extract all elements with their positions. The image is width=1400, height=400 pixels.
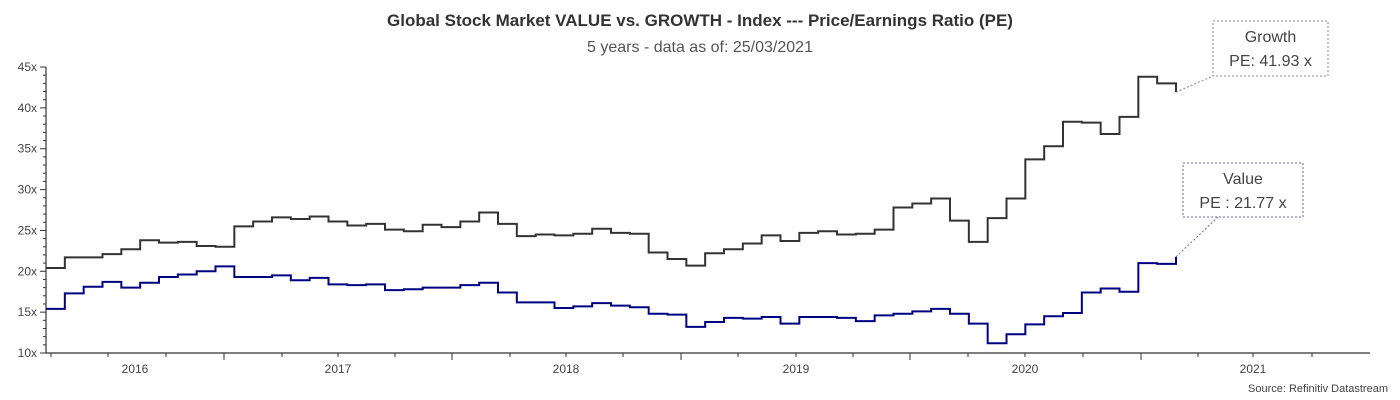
series-line-growth [46,75,1177,270]
annotation-box [1182,162,1304,218]
x-tick-label: 2019 [783,362,810,376]
annotation-pe-value: PE: 41.93 x [1229,53,1312,70]
x-tick-label: 2016 [122,362,149,376]
y-tick-label: 15x [18,305,37,319]
y-tick-label: 10x [18,346,37,360]
annotation-connector [1175,216,1219,258]
y-tick-label: 35x [18,142,37,156]
y-tick-label: 40x [18,101,37,115]
y-tick-label: 30x [18,183,37,197]
x-tick-label: 2020 [1012,362,1039,376]
annotation-series-name: Value [1223,171,1263,188]
annotation-pe-value: PE : 21.77 x [1199,195,1286,212]
chart-title: Global Stock Market VALUE vs. GROWTH - I… [387,11,1013,30]
x-axis: 2016 2017 2018 2019 2020 2021 [46,352,1370,376]
annotation-layer: Growth PE: 41.93 x Value PE : 21.77 x [1175,20,1329,258]
x-tick-label: 2018 [553,362,580,376]
y-tick-label: 20x [18,264,37,278]
annotation-value: Value PE : 21.77 x [1175,162,1304,258]
y-tick-label: 45x [18,60,37,74]
annotation-connector [1175,75,1214,93]
y-axis: 10x 15x 20x 25x 30x 35x 40x 45x [18,60,47,360]
annotation-growth: Growth PE: 41.93 x [1175,20,1329,93]
x-tick-label: 2017 [325,362,352,376]
series-line-value [46,256,1177,345]
annotation-series-name: Growth [1245,29,1297,46]
series-layer [46,75,1177,345]
annotation-box [1212,20,1329,77]
source-note: Source: Refinitiv Datastream [1248,383,1388,395]
chart-subtitle: 5 years - data as of: 25/03/2021 [587,39,813,56]
x-tick-label: 2021 [1240,362,1267,376]
y-tick-label: 25x [18,223,37,237]
